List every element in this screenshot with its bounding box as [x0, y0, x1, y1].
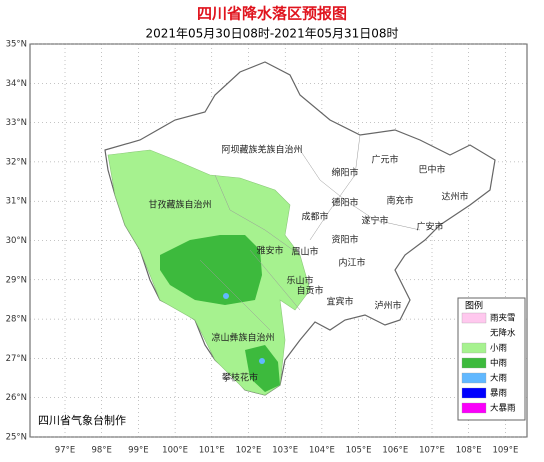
place-label: 广元市: [371, 154, 398, 166]
place-label: 甘孜藏族自治州: [148, 199, 211, 211]
legend-label: 中雨: [490, 358, 508, 369]
place-label: 雅安市: [256, 245, 283, 257]
subtitle: 2021年05月30日08时-2021年05月31日08时: [145, 27, 398, 41]
lon-label: 104°E: [309, 446, 335, 456]
place-label: 自贡市: [296, 285, 323, 297]
lon-label: 100°E: [162, 446, 188, 456]
lat-label: 32°N: [6, 157, 27, 167]
place-label: 泸州市: [374, 300, 401, 312]
heavy-rain-area: [259, 358, 265, 364]
place-label: 资阳市: [331, 234, 358, 246]
place-label: 绵阳市: [331, 167, 358, 179]
place-label: 德阳市: [331, 197, 358, 209]
legend-swatch: [461, 387, 487, 399]
title: 四川省降水落区预报图: [197, 5, 347, 23]
lat-label: 26°N: [6, 393, 27, 403]
place-label: 乐山市: [286, 275, 313, 287]
legend-label: 大雨: [490, 373, 508, 384]
legend-label: 小雨: [490, 343, 508, 354]
credit: 四川省气象台制作: [38, 413, 126, 427]
legend-label: 大暴雨: [490, 403, 516, 414]
legend-swatch: [461, 342, 487, 354]
legend-swatch: [461, 372, 487, 384]
lon-label: 101°E: [199, 446, 225, 456]
heavy-rain-area: [223, 293, 229, 299]
place-label: 凉山彝族自治州: [211, 332, 274, 344]
legend-label: 无降水: [490, 328, 516, 339]
lon-label: 106°E: [382, 446, 408, 456]
moderate-rain-area: [245, 345, 280, 392]
county-borders: [199, 134, 421, 331]
lon-label: 97°E: [55, 446, 75, 456]
moderate-rain-area: [160, 235, 262, 305]
lat-label: 35°N: [6, 40, 27, 50]
legend-label: 暴雨: [490, 389, 508, 399]
lon-label: 109°E: [492, 446, 518, 456]
lon-label: 102°E: [236, 446, 262, 456]
place-label: 宜宾市: [326, 296, 353, 308]
place-label: 遂宁市: [361, 215, 388, 227]
lon-label: 99°E: [128, 446, 148, 456]
lon-label: 98°E: [91, 446, 111, 456]
lat-label: 29°N: [6, 275, 27, 285]
lat-label: 31°N: [6, 197, 27, 207]
place-label: 成都市: [301, 211, 328, 223]
legend-swatch: [462, 328, 486, 338]
legend-swatch: [461, 312, 487, 324]
legend-swatch: [461, 402, 487, 414]
lon-label: 103°E: [272, 446, 298, 456]
place-label: 达州市: [441, 191, 468, 203]
lat-label: 28°N: [6, 315, 27, 325]
lon-label: 108°E: [456, 446, 482, 456]
lat-label: 25°N: [6, 433, 27, 443]
lon-label: 107°E: [419, 446, 445, 456]
place-label: 内江市: [338, 257, 365, 269]
lat-label: 30°N: [6, 236, 27, 246]
place-label: 阿坝藏族羌族自治州: [221, 144, 302, 156]
legend-title: 图例: [465, 300, 483, 312]
place-label: 攀枝花市: [222, 372, 258, 384]
place-label: 广安市: [416, 221, 443, 233]
place-label: 眉山市: [291, 246, 318, 258]
place-label: 南充市: [386, 195, 413, 207]
lon-label: 105°E: [346, 446, 372, 456]
place-label: 巴中市: [418, 164, 445, 176]
lat-label: 27°N: [6, 354, 27, 364]
legend-label: 雨夹雪: [490, 313, 516, 324]
lat-label: 34°N: [6, 79, 27, 89]
lat-label: 33°N: [6, 118, 27, 128]
legend-swatch: [461, 357, 487, 369]
